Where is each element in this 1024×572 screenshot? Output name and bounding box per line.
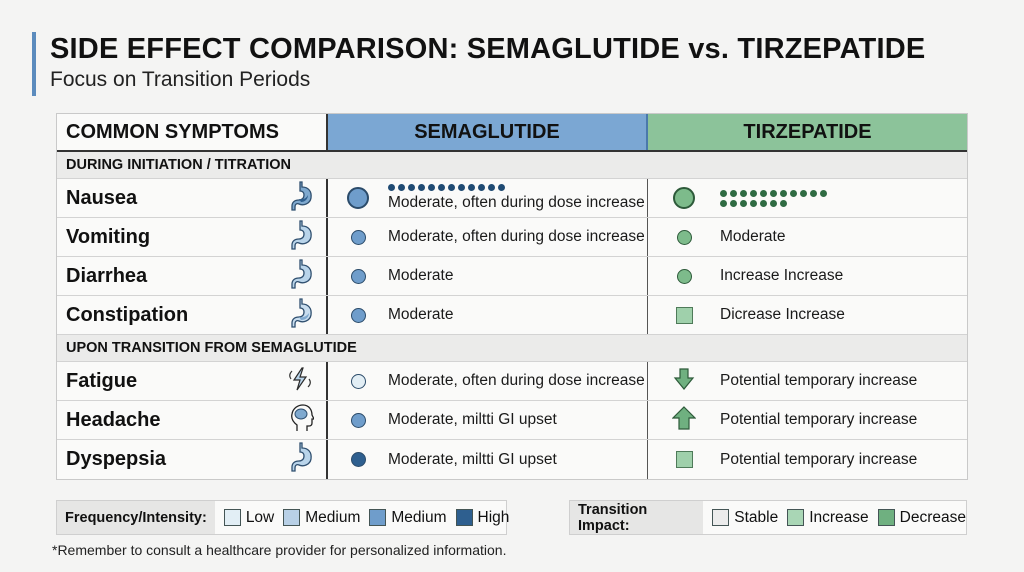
- symptom-name: Nausea: [66, 186, 138, 209]
- footnote: *Remember to consult a healthcare provid…: [52, 542, 507, 558]
- lightning-bolt-icon: [286, 365, 314, 398]
- symptom-name: Constipation: [66, 303, 189, 326]
- tirzepatide-note: Dicrease Increase: [720, 306, 845, 323]
- symptom-name: Dyspepsia: [66, 448, 167, 470]
- semaglutide-note: Moderate, often during dose increase: [388, 194, 645, 211]
- header-symptoms: COMMON SYMPTOMS: [57, 114, 328, 150]
- frequency-marker-green: [676, 268, 692, 284]
- tirzepatide-note: Potential temporary increase: [720, 450, 918, 468]
- semaglutide-note: Moderate, miltti GI upset: [388, 411, 557, 428]
- header-tirzepatide: TIRZEPATIDE: [648, 114, 967, 150]
- table-row: Nausea Moderate, often during dose incre…: [57, 179, 967, 218]
- frequency-marker-medium: [347, 187, 369, 209]
- page-subtitle: Focus on Transition Periods: [50, 68, 311, 91]
- section-initiation: DURING INITIATION / TITRATION: [57, 152, 967, 179]
- tirzepatide-note: Increase Increase: [720, 267, 844, 284]
- frequency-marker-green: [673, 187, 695, 209]
- legend-item-low: Low: [223, 509, 274, 527]
- legend-item-increase: Increase: [787, 509, 869, 527]
- table-row: Diarrhea Moderate Increase Increase: [57, 257, 967, 296]
- section-transition: UPON TRANSITION FROM SEMAGLUTIDE: [57, 335, 967, 362]
- legend-item-medium-light: Medium: [283, 509, 360, 527]
- impact-marker-square: [675, 306, 693, 324]
- table-row: Fatigue Moderate, often during dose incr…: [57, 362, 967, 401]
- intensity-dots: [388, 184, 645, 191]
- semaglutide-note: Moderate: [388, 306, 454, 323]
- semaglutide-note: Moderate: [388, 267, 454, 284]
- tirzepatide-note: Moderate: [720, 228, 786, 245]
- table-row: Vomiting Moderate, often during dose inc…: [57, 218, 967, 257]
- stomach-icon: [290, 258, 314, 294]
- arrow-down-icon: [673, 367, 695, 395]
- frequency-marker-medium: [350, 412, 366, 428]
- semaglutide-note: Moderate, miltti GI upset: [388, 450, 557, 468]
- frequency-marker-medium: [350, 229, 366, 245]
- header-semaglutide: SEMAGLUTIDE: [328, 114, 648, 150]
- frequency-marker-high: [350, 452, 366, 467]
- table-row: Headache Moderate, miltti GI upset Poten…: [57, 401, 967, 440]
- legend-item-stable: Stable: [712, 509, 778, 527]
- frequency-legend: Frequency/Intensity: Low Medium Medium H…: [56, 500, 509, 535]
- tirzepatide-note: Potential temporary increase: [720, 411, 918, 428]
- title-block: SIDE EFFECT COMPARISON: SEMAGLUTIDE vs. …: [32, 32, 925, 96]
- arrow-up-icon: [671, 405, 697, 435]
- symptom-name: Fatigue: [66, 369, 138, 392]
- head-brain-icon: [290, 403, 316, 438]
- stomach-icon: [290, 442, 314, 477]
- legend-item-high: High: [455, 509, 509, 527]
- legend-label: Frequency/Intensity:: [57, 501, 215, 534]
- semaglutide-note: Moderate, often during dose increase: [388, 372, 645, 389]
- symptom-name: Diarrhea: [66, 264, 148, 287]
- transition-legend: Transition Impact: Stable Increase Decre…: [569, 500, 967, 535]
- tirzepatide-note: Potential temporary increase: [720, 372, 918, 389]
- semaglutide-note: Moderate, often during dose increase: [388, 228, 645, 245]
- table-row: Dyspepsia Moderate, miltti GI upset Pote…: [57, 440, 967, 479]
- stomach-icon: [290, 297, 314, 333]
- table-header: COMMON SYMPTOMS SEMAGLUTIDE TIRZEPATIDE: [57, 114, 967, 152]
- comparison-table: COMMON SYMPTOMS SEMAGLUTIDE TIRZEPATIDE …: [56, 113, 968, 480]
- stomach-icon: [290, 219, 314, 255]
- legend-item-decrease: Decrease: [877, 509, 966, 527]
- symptom-name: Vomiting: [66, 225, 151, 248]
- symptom-name: Headache: [66, 408, 161, 431]
- legend-label: Transition Impact:: [570, 501, 704, 534]
- frequency-marker-medium: [350, 268, 366, 284]
- frequency-marker-green: [676, 229, 692, 245]
- frequency-marker-low: [350, 373, 366, 389]
- frequency-marker-medium: [350, 307, 366, 323]
- table-row: Constipation Moderate Dicrease Increase: [57, 296, 967, 335]
- intensity-dots: [720, 189, 827, 207]
- stomach-icon: [290, 180, 314, 216]
- legend-item-medium: Medium: [369, 509, 447, 527]
- impact-marker-square: [675, 451, 693, 468]
- page-title: SIDE EFFECT COMPARISON: SEMAGLUTIDE vs. …: [50, 33, 926, 65]
